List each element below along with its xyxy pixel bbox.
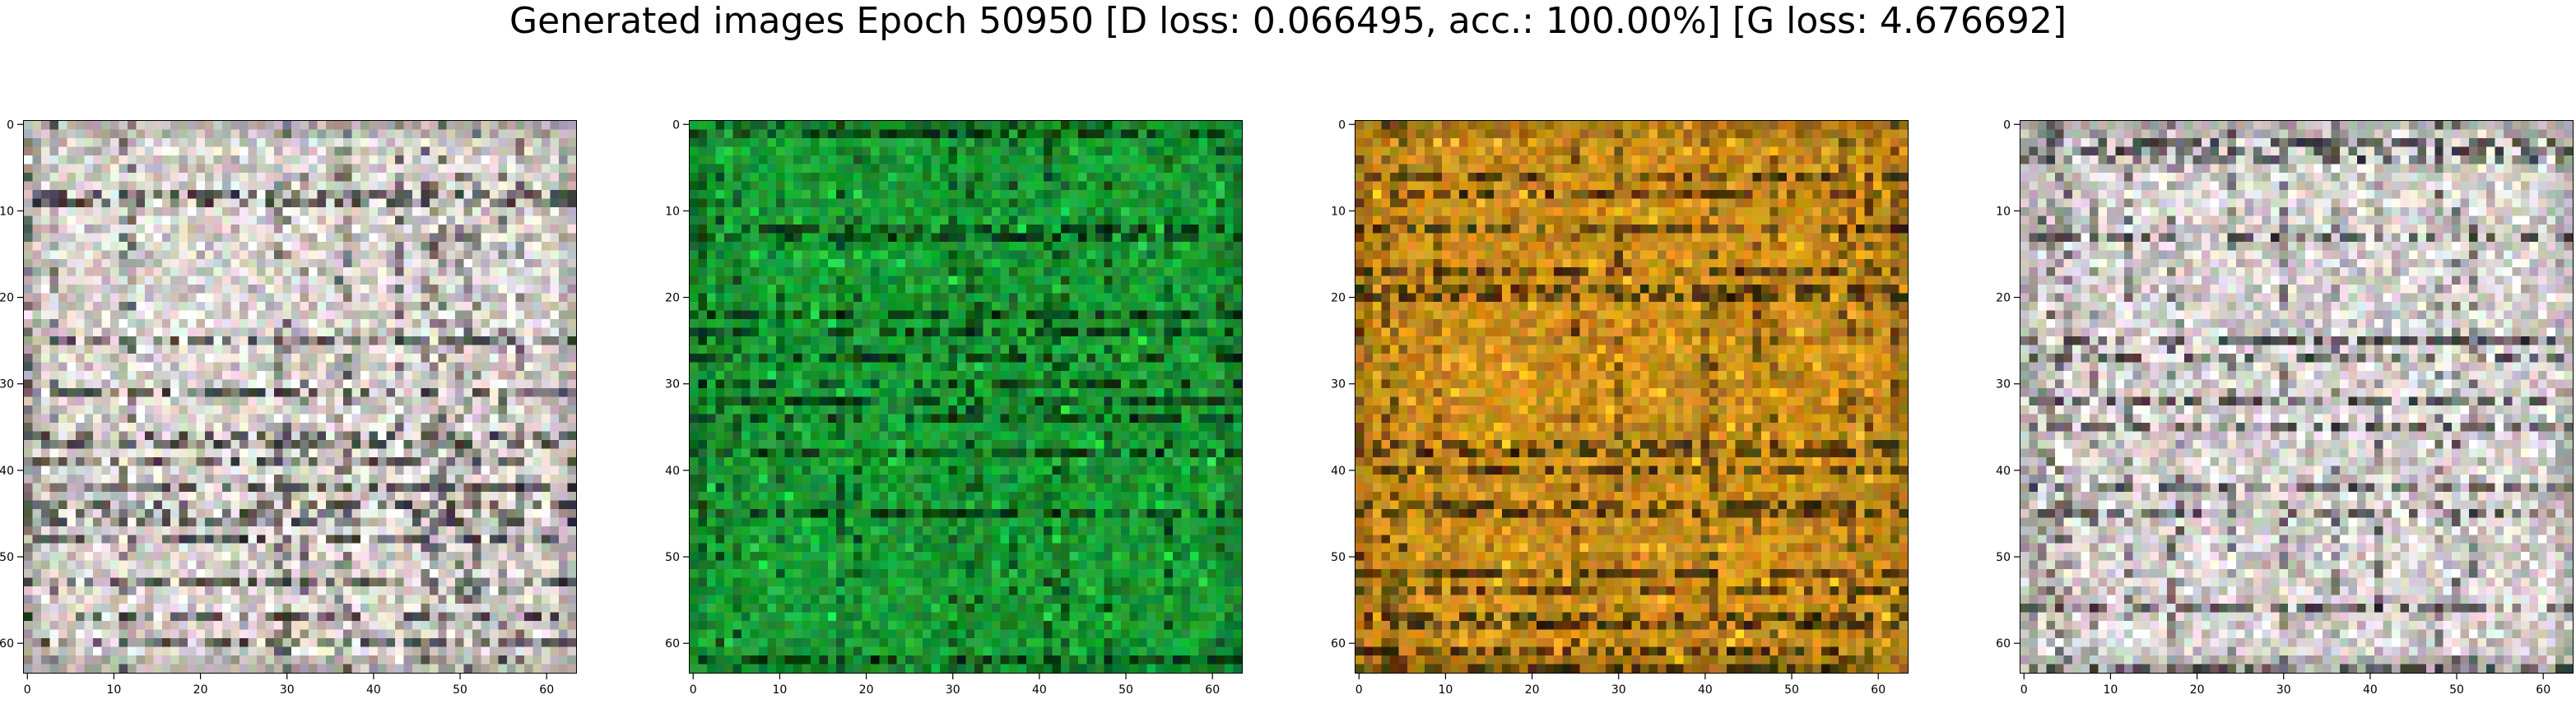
y-tick-label: 0 bbox=[2003, 118, 2011, 132]
y-tick-label: 30 bbox=[1996, 378, 2011, 391]
generated-image-panel-4: 0 10 20 30 40 50 60 0 10 20 30 40 50 60 bbox=[1996, 118, 2574, 697]
x-tick-label: 30 bbox=[946, 683, 960, 697]
x-tick-label: 50 bbox=[1118, 683, 1133, 697]
y-tick-label: 30 bbox=[1331, 378, 1346, 391]
y-tick-label: 40 bbox=[1331, 465, 1346, 478]
y-tick-label: 60 bbox=[1331, 637, 1346, 651]
generated-image-panel-1: 0 10 20 30 40 50 60 0 10 20 30 40 50 60 bbox=[0, 118, 577, 697]
x-tick-label: 20 bbox=[2190, 683, 2205, 697]
generated-image-1 bbox=[23, 120, 577, 674]
x-tick-label: 60 bbox=[539, 683, 554, 697]
y-tick-label: 60 bbox=[665, 637, 680, 651]
x-tick-label: 0 bbox=[690, 683, 697, 697]
x-tick-label: 50 bbox=[453, 683, 467, 697]
y-tick-label: 60 bbox=[0, 637, 14, 651]
generated-image-panel-3: 0 10 20 30 40 50 60 0 10 20 30 40 50 60 bbox=[1331, 118, 1909, 697]
y-tick-label: 0 bbox=[672, 118, 680, 132]
x-tick-label: 50 bbox=[2449, 683, 2464, 697]
x-tick-label: 60 bbox=[1871, 683, 1886, 697]
axes-2: 0 10 20 30 40 50 60 0 10 20 30 40 50 60 bbox=[665, 118, 1220, 697]
x-tick-label: 20 bbox=[859, 683, 874, 697]
y-tick-label: 0 bbox=[7, 118, 14, 132]
y-tick-label: 10 bbox=[665, 205, 680, 218]
x-tick-label: 10 bbox=[2104, 683, 2118, 697]
x-tick-label: 30 bbox=[2276, 683, 2291, 697]
y-tick-label: 20 bbox=[665, 292, 680, 305]
axes-3: 0 10 20 30 40 50 60 0 10 20 30 40 50 60 bbox=[1331, 118, 1886, 697]
y-tick-label: 0 bbox=[1338, 118, 1346, 132]
x-tick-label: 20 bbox=[1525, 683, 1540, 697]
x-tick-label: 30 bbox=[280, 683, 295, 697]
x-tick-label: 30 bbox=[1611, 683, 1626, 697]
x-tick-label: 10 bbox=[107, 683, 122, 697]
y-tick-label: 50 bbox=[1996, 551, 2011, 564]
y-tick-label: 10 bbox=[1996, 205, 2011, 218]
figure-title: Generated images Epoch 50950 [D loss: 0.… bbox=[509, 0, 2067, 42]
generated-image-3 bbox=[1355, 120, 1909, 674]
generated-image-4 bbox=[2020, 120, 2574, 674]
y-tick-label: 30 bbox=[665, 378, 680, 391]
y-tick-label: 20 bbox=[1996, 292, 2011, 305]
x-tick-label: 40 bbox=[1698, 683, 1713, 697]
y-tick-label: 10 bbox=[0, 205, 14, 218]
y-tick-label: 40 bbox=[0, 465, 14, 478]
y-tick-label: 60 bbox=[1996, 637, 2011, 651]
generated-image-2 bbox=[689, 120, 1243, 674]
y-tick-label: 50 bbox=[1331, 551, 1346, 564]
x-tick-label: 0 bbox=[2020, 683, 2028, 697]
x-tick-label: 40 bbox=[2363, 683, 2378, 697]
x-tick-label: 40 bbox=[1032, 683, 1047, 697]
x-tick-label: 40 bbox=[366, 683, 381, 697]
x-tick-label: 0 bbox=[1355, 683, 1363, 697]
x-tick-label: 10 bbox=[1439, 683, 1453, 697]
y-tick-label: 20 bbox=[0, 292, 14, 305]
y-tick-label: 10 bbox=[1331, 205, 1346, 218]
y-tick-label: 50 bbox=[0, 551, 14, 564]
axes-4: 0 10 20 30 40 50 60 0 10 20 30 40 50 60 bbox=[1996, 118, 2550, 697]
x-tick-label: 20 bbox=[193, 683, 208, 697]
x-tick-label: 0 bbox=[24, 683, 31, 697]
x-tick-label: 10 bbox=[773, 683, 788, 697]
y-tick-label: 50 bbox=[665, 551, 680, 564]
y-tick-label: 20 bbox=[1331, 292, 1346, 305]
y-tick-label: 40 bbox=[665, 465, 680, 478]
x-tick-label: 60 bbox=[2536, 683, 2550, 697]
axes-1: 0 10 20 30 40 50 60 0 10 20 30 40 50 60 bbox=[0, 118, 554, 697]
x-tick-label: 60 bbox=[1205, 683, 1220, 697]
y-tick-label: 30 bbox=[0, 378, 14, 391]
y-tick-label: 40 bbox=[1996, 465, 2011, 478]
generated-image-panel-2: 0 10 20 30 40 50 60 0 10 20 30 40 50 60 bbox=[665, 118, 1243, 697]
x-tick-label: 50 bbox=[1784, 683, 1799, 697]
